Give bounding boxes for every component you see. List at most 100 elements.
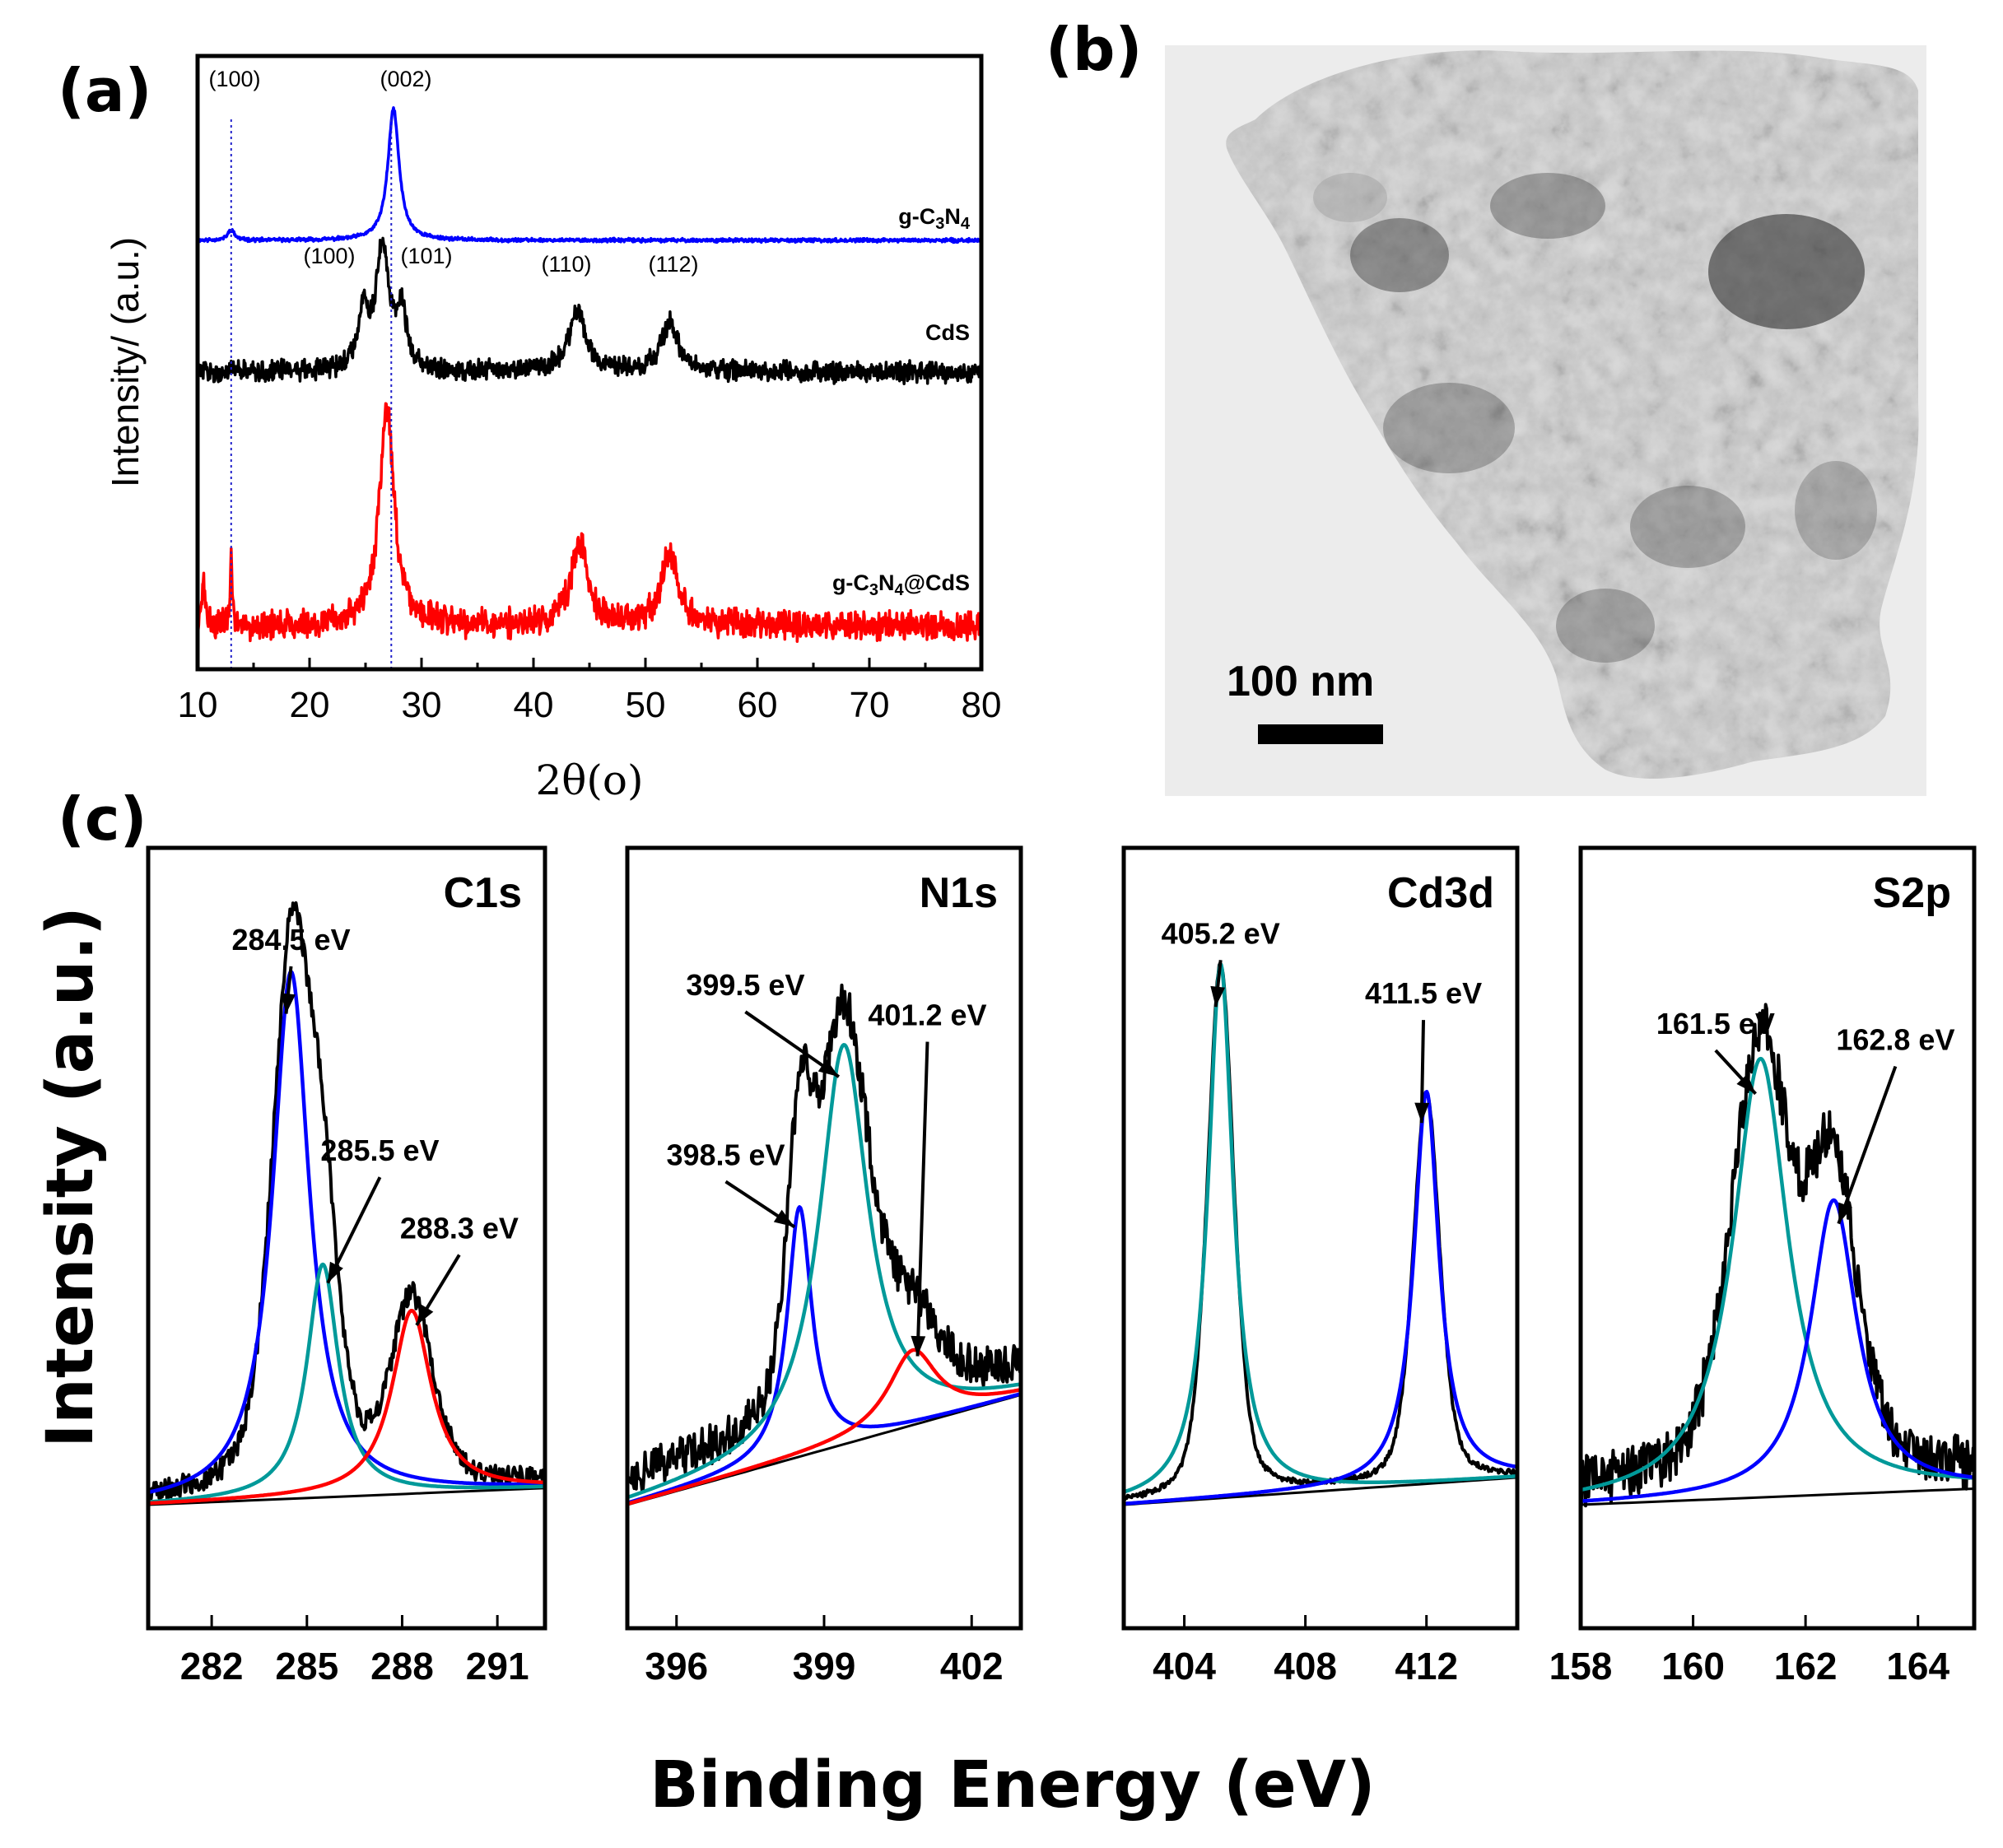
xps-c1s-x-tick-label-0: 282 — [180, 1645, 244, 1687]
xps-n1s-peak-label-2: 401.2 eV — [868, 998, 986, 1032]
xps-s2p-raw-line — [1581, 1003, 1974, 1508]
xrd-x-tick-label-1: 20 — [290, 685, 330, 725]
xps-s2p-component-0 — [1581, 1056, 1974, 1492]
xps-cd3d-component-1 — [1124, 1089, 1517, 1506]
xrd-series-gcn-line — [196, 106, 983, 244]
xrd-series-cds-line — [196, 236, 983, 385]
xrd-x-tick-label-3: 40 — [514, 685, 554, 725]
xps-s2p-x-tick-label-3: 164 — [1886, 1645, 1949, 1687]
xps-n1s-title: N1s — [920, 869, 998, 917]
xrd-hkl-cds-1: (101) — [400, 244, 452, 268]
xps-cd3d-arrowhead-0 — [1210, 985, 1226, 1008]
xps-n1s-arrowhead-1 — [818, 1059, 839, 1078]
xps-n1s-raw-line — [627, 983, 1021, 1492]
xps-s2p-background-line — [1581, 1487, 1974, 1506]
panel-b: (b) — [1046, 15, 1926, 796]
panel-b-tag: (b) — [1046, 15, 1142, 84]
xps-cd3d-title: Cd3d — [1387, 869, 1494, 917]
xps-s2p-arrowhead-0 — [1736, 1073, 1756, 1094]
scale-bar — [1258, 724, 1383, 744]
xps-c1s-raw-line — [148, 901, 545, 1502]
panel-a-tag: (a) — [58, 56, 151, 125]
xps-c1s-arrowhead-0 — [281, 993, 296, 1014]
xps-c1s-peak-label-0: 284.5 eV — [231, 923, 350, 957]
xps-n1s-component-0 — [627, 1205, 1021, 1506]
xps-c1s-peak-label-2: 288.3 eV — [400, 1211, 519, 1245]
xps-s2p-arrow-1 — [1837, 1065, 1898, 1225]
xps-c1s-component-2 — [148, 1308, 545, 1506]
xps-n1s-arrowhead-0 — [773, 1209, 795, 1227]
xps-c1s-x-tick-label-2: 288 — [370, 1645, 434, 1687]
xps-s2p-peak-label-1: 162.8 eV — [1836, 1023, 1954, 1057]
xps-subplot-c1s: C1s 284.5 eV 285.5 eV 288.3 eV 282 285 288 291 — [146, 845, 547, 1687]
xrd-hkl-cds-3: (112) — [648, 252, 698, 277]
xps-n1s-frame — [625, 845, 1023, 1631]
xps-cd3d-x-tick-label-1: 408 — [1274, 1645, 1337, 1687]
xps-c1s-arrowhead-2 — [417, 1304, 434, 1325]
xps-y-axis-label: Intensity (a.u.) — [34, 906, 108, 1447]
xps-n1s-x-tick-label-2: 402 — [940, 1645, 1004, 1687]
xps-n1s-peak-label-1: 399.5 eV — [686, 968, 804, 1002]
xps-n1s-arrowhead-2 — [911, 1335, 926, 1357]
xps-c1s-background-line — [148, 1487, 545, 1506]
xps-subplots: C1s 284.5 eV 285.5 eV 288.3 eV 282 285 288 291 N… — [146, 845, 1977, 1687]
xps-n1s-component-1 — [627, 1043, 1021, 1500]
scale-bar-label: 100 nm — [1227, 658, 1374, 705]
xps-n1s-arrow-2 — [915, 1041, 929, 1357]
xrd-hkl-gcn-1: (002) — [380, 67, 431, 91]
xps-cd3d-arrowhead-1 — [1414, 1102, 1430, 1124]
xps-cd3d-peak-label-0: 405.2 eV — [1162, 916, 1280, 950]
xrd-hkl-cds-2: (110) — [541, 252, 591, 277]
xrd-hkl-cds-0: (100) — [303, 244, 355, 268]
xrd-plot-area: g-C3N4 (100) (002) CdS (100) (101) (110) (112) g… — [196, 67, 983, 669]
xps-s2p-title: S2p — [1873, 869, 1951, 917]
xps-c1s-component-0 — [148, 970, 545, 1495]
xps-subplot-cd3d: Cd3d 405.2 eV 411.5 eV 404 408 412 — [1121, 845, 1520, 1687]
xrd-x-tick-label-7: 80 — [962, 685, 1002, 725]
xps-c1s-component-1 — [148, 1262, 545, 1504]
xps-c1s-frame — [146, 845, 547, 1631]
xps-c1s-x-tick-label-3: 291 — [466, 1645, 529, 1687]
xps-n1s-component-2 — [627, 1348, 1021, 1506]
xrd-series-comp-label: g-C3N4@CdS — [832, 570, 970, 599]
xrd-series-comp-line — [196, 402, 983, 643]
xps-s2p-arrowhead-1 — [1838, 1202, 1852, 1224]
xps-c1s-peak-label-1: 285.5 eV — [320, 1133, 439, 1167]
panel-c: (c) Intensity (a.u.) Binding Energy (eV)… — [34, 784, 1977, 1822]
xrd-x-tick-label-5: 60 — [738, 685, 778, 725]
xps-s2p-x-tick-label-0: 158 — [1549, 1645, 1613, 1687]
xps-s2p-x-tick-label-2: 162 — [1774, 1645, 1838, 1687]
panel-c-tag: (c) — [58, 784, 147, 854]
xrd-series-gcn-label: g-C3N4 — [898, 204, 971, 233]
xps-cd3d-x-tick-label-0: 404 — [1153, 1645, 1216, 1687]
xps-c1s-x-tick-label-1: 285 — [275, 1645, 338, 1687]
xrd-x-ticks: 10 20 30 40 50 60 70 80 — [178, 658, 1002, 725]
xrd-x-tick-label-2: 30 — [402, 685, 442, 725]
xps-n1s-peak-label-0: 398.5 eV — [666, 1138, 785, 1171]
xps-cd3d-frame — [1121, 845, 1520, 1631]
xps-n1s-x-tick-label-1: 399 — [793, 1645, 856, 1687]
xrd-x-axis-label: 2θ(ο) — [535, 756, 643, 804]
xps-cd3d-raw-line — [1124, 961, 1517, 1501]
xps-s2p-peak-label-0: 161.5 eV — [1656, 1007, 1775, 1040]
xps-n1s-x-tick-label-0: 396 — [645, 1645, 708, 1687]
xps-s2p-x-tick-label-1: 160 — [1661, 1645, 1725, 1687]
xrd-x-tick-label-6: 70 — [850, 685, 890, 725]
xps-subplot-n1s: N1s 398.5 eV 399.5 eV 401.2 eV 396 399 402 — [625, 845, 1023, 1687]
xrd-series-cds-label: CdS — [925, 320, 970, 345]
xps-c1s-title: C1s — [444, 869, 522, 917]
xps-cd3d-peak-label-1: 411.5 eV — [1365, 976, 1482, 1010]
xrd-hkl-gcn-0: (100) — [208, 67, 260, 91]
xps-c1s-arrowhead-1 — [328, 1261, 343, 1283]
xps-s2p-frame — [1578, 845, 1977, 1631]
panel-a: (a) g-C3N4 (100) (002) CdS (100) (101) (110) (1… — [58, 54, 1002, 804]
xrd-x-tick-label-4: 50 — [626, 685, 666, 725]
xps-cd3d-x-tick-label-2: 412 — [1395, 1645, 1458, 1687]
xps-x-axis-label: Binding Energy (eV) — [650, 1748, 1375, 1822]
xps-cd3d-component-0 — [1124, 962, 1517, 1494]
xps-s2p-component-1 — [1581, 1198, 1974, 1503]
xps-subplot-s2p: S2p 161.5 eV 162.8 eV 158 160 162 164 — [1549, 845, 1977, 1687]
xrd-x-tick-label-0: 10 — [178, 685, 218, 725]
xrd-y-axis-label: Intensity/ (a.u.) — [104, 237, 147, 487]
